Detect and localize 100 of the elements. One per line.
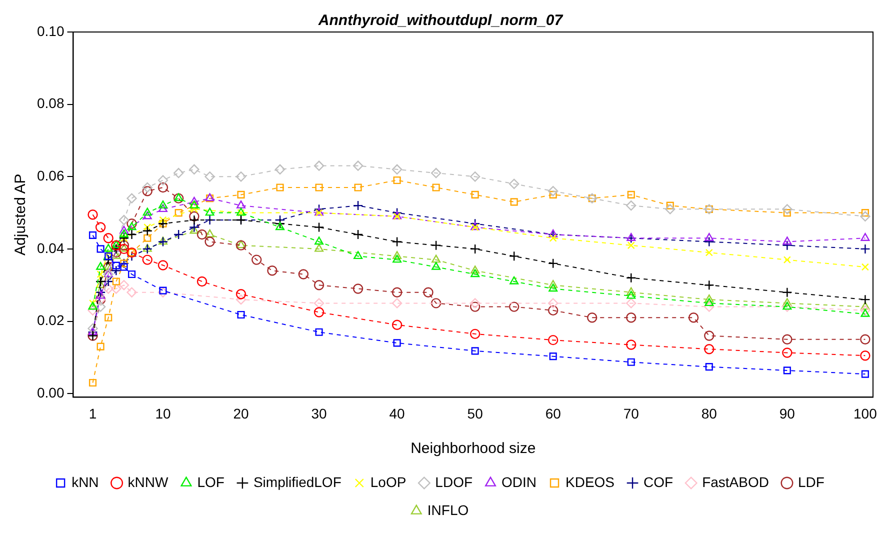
point (705, 363, 713, 371)
legend-label: kNN (72, 474, 99, 490)
point (782, 298, 792, 306)
point (189, 214, 200, 226)
point (782, 240, 792, 250)
point (236, 289, 246, 300)
x-axis-title: Neighborhood size (410, 440, 536, 458)
point (159, 286, 167, 294)
point (783, 256, 791, 264)
x-tick-label: 10 (155, 405, 171, 422)
point (392, 236, 402, 247)
point (118, 280, 130, 290)
point (104, 252, 112, 260)
point (267, 266, 278, 276)
y-tick-label: 0.04 (37, 240, 64, 256)
point (237, 190, 245, 198)
point (314, 236, 324, 245)
point (236, 172, 246, 182)
point (118, 244, 130, 254)
legend-label: ODIN (502, 474, 537, 490)
point (236, 200, 246, 208)
point (96, 262, 106, 270)
point (471, 347, 479, 355)
point (430, 168, 442, 178)
point (204, 236, 215, 247)
point (128, 270, 136, 278)
point (704, 236, 714, 247)
point (782, 204, 792, 214)
point (548, 186, 558, 196)
point (393, 339, 401, 347)
point (627, 242, 635, 250)
point (392, 164, 402, 174)
y-tick-label: 0.08 (37, 95, 64, 112)
point (508, 302, 520, 312)
point (783, 366, 791, 374)
point (627, 190, 635, 198)
point (392, 208, 402, 218)
point (104, 314, 112, 322)
point (470, 172, 480, 182)
x-tick-label: 50 (467, 405, 484, 422)
point (626, 312, 636, 323)
point (860, 350, 870, 361)
point (704, 302, 714, 312)
point (470, 302, 480, 312)
point (189, 211, 200, 222)
point (111, 284, 122, 294)
point (782, 287, 792, 298)
point (392, 251, 402, 260)
point (88, 327, 98, 335)
point (236, 294, 246, 305)
point (627, 358, 635, 366)
point (860, 294, 870, 305)
point (470, 218, 480, 229)
point (142, 244, 152, 252)
point (430, 240, 442, 250)
point (470, 269, 480, 278)
point (88, 210, 98, 220)
legend-label: LDOF (435, 474, 473, 490)
y-tick-label: 0.06 (37, 167, 64, 184)
y-tick-label: 0.10 (37, 22, 64, 39)
point (142, 244, 152, 254)
point (95, 302, 106, 312)
point (119, 244, 128, 252)
point (860, 334, 870, 344)
x-tick-label: 80 (701, 405, 718, 422)
point (158, 260, 168, 270)
point (432, 262, 441, 270)
point (190, 196, 199, 205)
point (704, 330, 714, 341)
chart-title: Annthyroid_withoutdupl_norm_07 (317, 12, 564, 30)
legend-label: COF (644, 474, 674, 490)
point (392, 320, 402, 330)
point (126, 193, 137, 204)
point (96, 342, 104, 350)
point (430, 298, 442, 308)
legend-label: SimplifiedLOF (253, 474, 342, 490)
point (548, 280, 558, 288)
point (237, 310, 245, 319)
point (548, 334, 558, 346)
point (782, 348, 792, 358)
point (103, 262, 114, 272)
x-tick-label: 60 (545, 405, 562, 422)
point (144, 234, 152, 242)
point (173, 229, 184, 240)
x-tick-label: 90 (779, 405, 796, 422)
point (548, 298, 558, 308)
point (119, 226, 128, 234)
y-axis-title: Adjusted AP (12, 174, 30, 256)
point (158, 175, 168, 186)
point (205, 208, 214, 216)
point (510, 198, 518, 206)
point (314, 244, 324, 252)
legend-label: LDF (798, 474, 824, 490)
point (96, 270, 104, 278)
point (88, 231, 97, 239)
point (142, 226, 152, 236)
point (860, 233, 870, 241)
point (142, 211, 152, 220)
point (204, 172, 215, 182)
point (352, 200, 364, 211)
